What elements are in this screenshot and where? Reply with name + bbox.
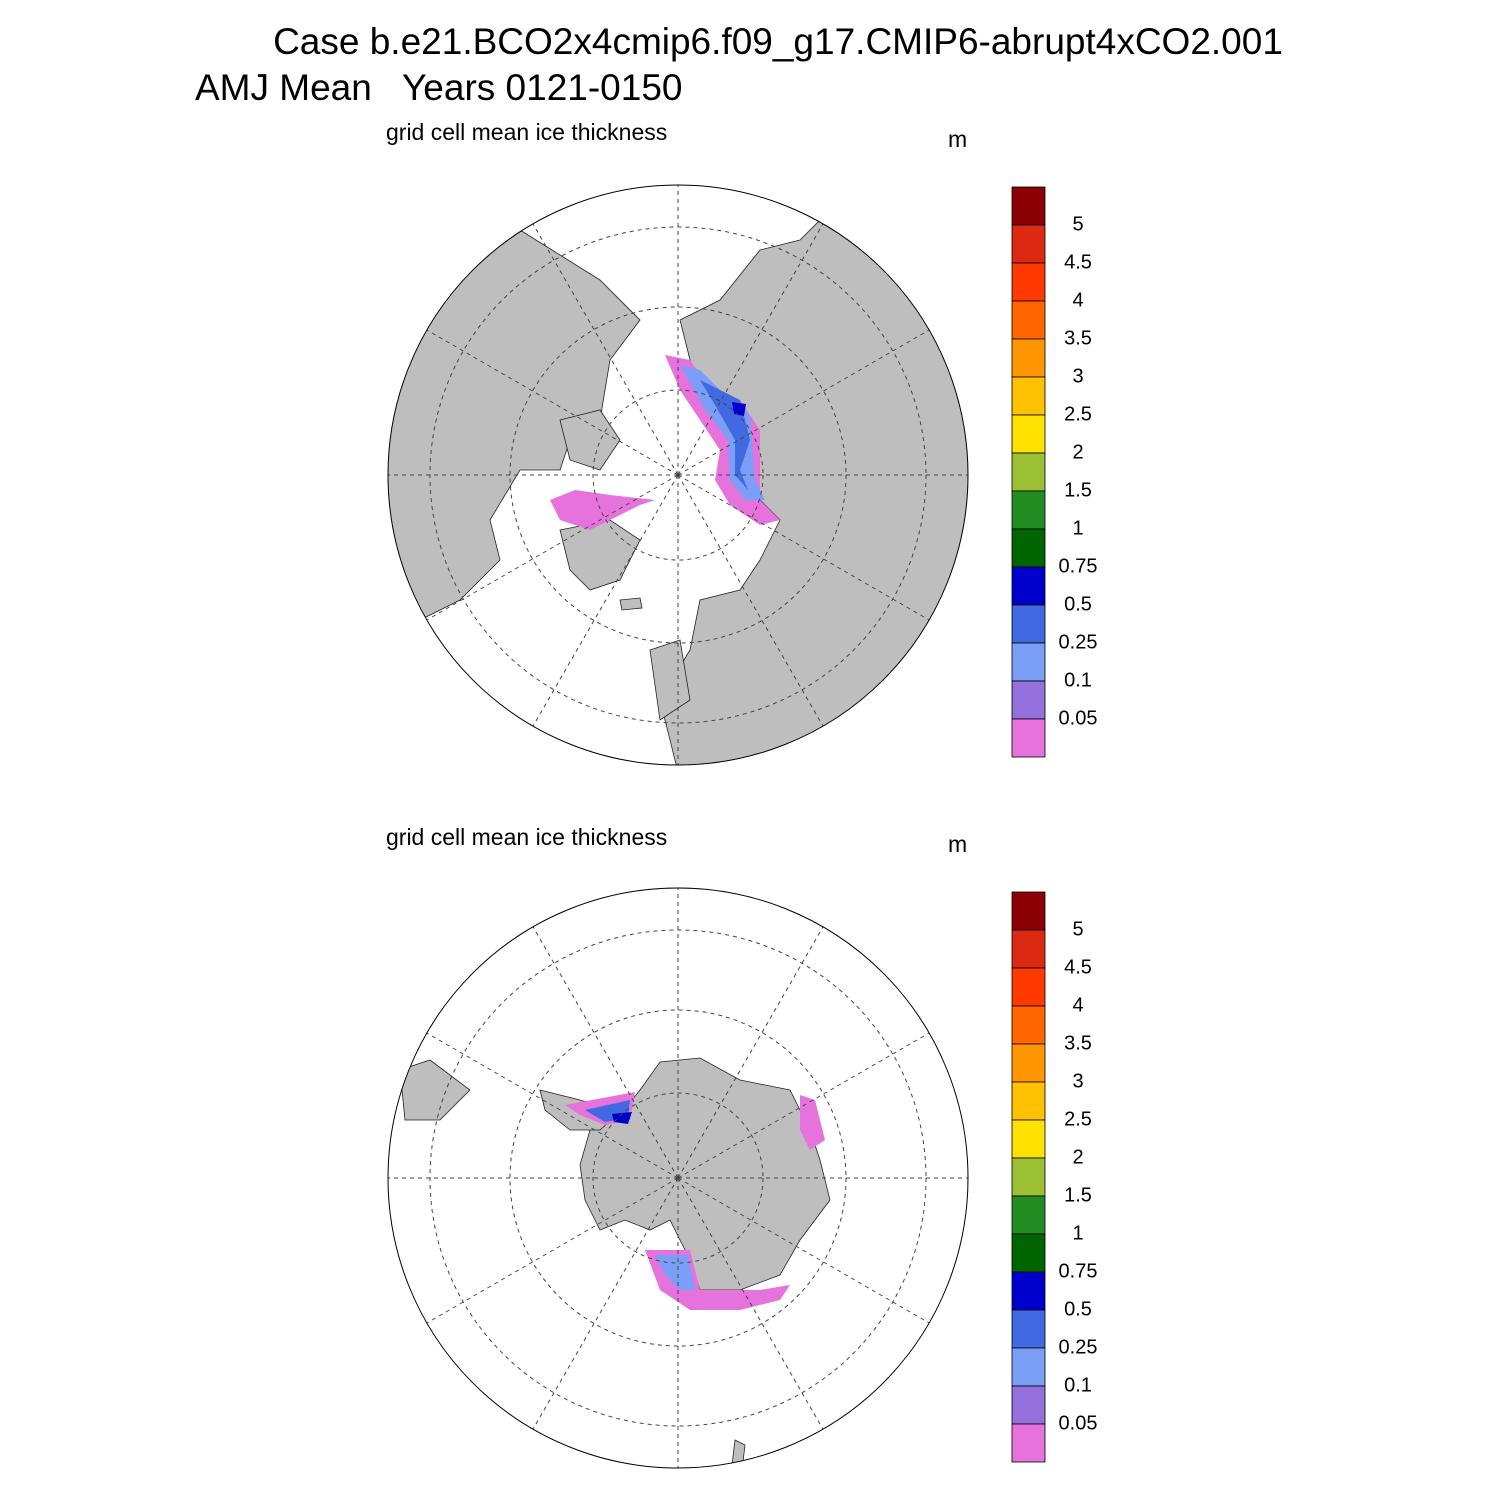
map-border xyxy=(387,887,969,1469)
colorbar-box xyxy=(1011,642,1046,682)
colorbar-box xyxy=(1011,528,1046,568)
colorbar-label: 4.5 xyxy=(1064,251,1092,273)
latitude-line xyxy=(592,389,764,561)
colorbar-label: 4 xyxy=(1072,994,1083,1016)
colorbar-box xyxy=(1011,1005,1046,1045)
colorbar-label: 2.5 xyxy=(1064,1108,1092,1130)
colorbar-box xyxy=(1011,376,1046,416)
meridian-line xyxy=(677,1177,824,1430)
meridian-line xyxy=(677,474,930,621)
colorbar-label: 4 xyxy=(1072,289,1083,311)
meridian-line xyxy=(426,1177,679,1324)
colorbar-box xyxy=(1011,414,1046,454)
colorbar-label: 0.75 xyxy=(1059,1260,1098,1282)
colorbar-label: 1.5 xyxy=(1064,1184,1092,1206)
colorbar-label: 5 xyxy=(1072,918,1083,940)
colorbar-box xyxy=(1011,262,1046,302)
colorbar-box xyxy=(1011,1309,1046,1349)
colorbar-box xyxy=(1011,224,1046,264)
colorbar-box xyxy=(1011,1423,1046,1463)
meridian-line xyxy=(532,1177,679,1430)
panel-label: grid cell mean ice thickness xyxy=(386,824,667,850)
units: m xyxy=(948,831,967,857)
meridian-line xyxy=(677,1177,930,1324)
colorbar-label: 0.25 xyxy=(1059,631,1098,653)
colorbar-box xyxy=(1011,452,1046,492)
colorbar-label: 3.5 xyxy=(1064,327,1092,349)
meridian-line xyxy=(426,474,679,621)
meridian-line xyxy=(677,1032,930,1179)
latitude-line xyxy=(592,1092,764,1264)
colorbar-label: 0.1 xyxy=(1064,669,1092,691)
colorbar-box xyxy=(1011,566,1046,606)
colorbar-label: 0.5 xyxy=(1064,1298,1092,1320)
map-north xyxy=(388,185,968,765)
meridian-line xyxy=(426,1032,679,1179)
colorbar-label: 0.75 xyxy=(1059,555,1098,577)
colorbar-label: 1.5 xyxy=(1064,479,1092,501)
title: Case b.e21.BCO2x4cmip6.f09_g17.CMIP6-abr… xyxy=(273,21,1283,62)
subtitle: AMJ Mean Years 0121-0150 xyxy=(195,67,683,108)
meridian-line xyxy=(426,329,679,476)
colorbar-box xyxy=(1011,1043,1046,1083)
colorbar-box xyxy=(1011,604,1046,644)
meridian-line xyxy=(677,223,824,476)
colorbar-label: 3 xyxy=(1072,1070,1083,1092)
meridian-line xyxy=(532,223,679,476)
colorbar-label: 5 xyxy=(1072,213,1083,235)
colorbar-box xyxy=(1011,1081,1046,1121)
panel-label: grid cell mean ice thickness xyxy=(386,119,667,145)
colorbar-box xyxy=(1011,680,1046,720)
colorbar-box xyxy=(1011,1271,1046,1311)
colorbar-label: 0.5 xyxy=(1064,593,1092,615)
colorbar-label: 2 xyxy=(1072,1146,1083,1168)
colorbar-label: 1 xyxy=(1072,517,1083,539)
colorbar-box xyxy=(1011,1119,1046,1159)
colorbar-label: 1 xyxy=(1072,1222,1083,1244)
meridian-line xyxy=(677,474,824,727)
map-border xyxy=(387,184,969,766)
colorbar-box xyxy=(1011,1233,1046,1273)
colorbar-box xyxy=(1011,891,1046,931)
colorbar-box xyxy=(1011,300,1046,340)
colorbar-label: 3.5 xyxy=(1064,1032,1092,1054)
colorbar-label: 3 xyxy=(1072,365,1083,387)
colorbar-label: 0.1 xyxy=(1064,1374,1092,1396)
colorbar-label: 0.25 xyxy=(1059,1336,1098,1358)
meridian-line xyxy=(677,926,824,1179)
colorbar-box xyxy=(1011,967,1046,1007)
colorbar-label: 0.05 xyxy=(1059,1412,1098,1434)
meridian-line xyxy=(532,926,679,1179)
graticule-south xyxy=(388,888,968,1468)
meridian-line xyxy=(532,474,679,727)
colorbar-box xyxy=(1011,1385,1046,1425)
colorbar-box xyxy=(1011,490,1046,530)
colorbar-box xyxy=(1011,338,1046,378)
colorbar-label: 0.05 xyxy=(1059,707,1098,729)
colorbar-box xyxy=(1011,718,1046,758)
colorbar-label: 2.5 xyxy=(1064,403,1092,425)
colorbar-box xyxy=(1011,186,1046,226)
colorbar-box xyxy=(1011,1195,1046,1235)
colorbar-box xyxy=(1011,1347,1046,1387)
colorbar-box xyxy=(1011,929,1046,969)
units: m xyxy=(948,126,967,152)
meridian-line xyxy=(677,329,930,476)
colorbar-label: 2 xyxy=(1072,441,1083,463)
colorbar-box xyxy=(1011,1157,1046,1197)
colorbar-label: 4.5 xyxy=(1064,956,1092,978)
graticule-north xyxy=(388,185,968,765)
